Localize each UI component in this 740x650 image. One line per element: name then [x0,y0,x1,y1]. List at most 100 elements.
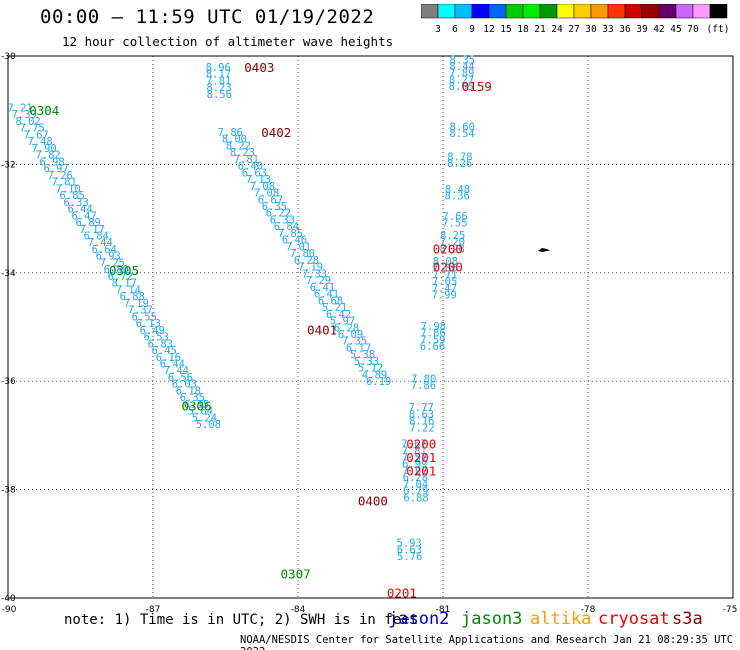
pass-time-label: 0201 [387,586,417,601]
wave-height-value: 6.97 [43,163,68,175]
wave-height-value: 7.71 [432,269,457,281]
lat-tick-label: -36 [1,377,16,387]
wave-height-value: 6.33 [64,197,89,209]
wave-height-value: 4.89 [362,369,387,381]
wave-height-value: 7.04 [403,479,428,491]
wave-height-value: 7.81 [402,445,427,457]
wave-height-value: 8.17 [206,69,231,81]
colorbar-tick-label: 30 [585,24,597,35]
wave-height-value: 6.42 [326,309,351,321]
wave-height-value: 6.47 [72,210,97,222]
wave-height-value: 6.64 [92,244,117,256]
colorbar-tick-label: 3 [435,24,441,35]
wave-height-value: 7.47 [432,283,457,295]
wave-height-value: 8.54 [449,128,474,140]
wave-height-value: 7.44 [88,237,113,249]
wave-height-value: 5.76 [397,551,422,563]
lat-tick-label: -38 [1,486,16,496]
page-title: 00:00 – 11:59 UTC 01/19/2022 [40,6,375,28]
colorbar-tick-label: 18 [517,24,529,35]
wave-height-value: 6.03 [172,379,197,391]
wave-height-value: 7.86 [218,127,243,139]
wave-height-value: 7.77 [409,402,434,414]
wave-height-value: 6.45 [152,345,177,357]
satellite-legend-s3a: s3a [672,609,703,629]
colorbar-tick-label: 27 [568,24,579,35]
wave-height-value: 6.46 [282,235,307,247]
wave-height-colorbar: 3 6 9 12 15 18 21 24 27 30 33 36 39 42 45 70 (ft) [421,4,730,35]
wave-height-value: 8.56 [207,89,232,101]
credit-line: NOAA/NESDIS Center for Satellite Applica… [240,634,734,650]
wave-height-value: 7.44 [164,365,189,377]
wave-height-value: 6.28 [334,322,359,334]
lon-tick-label: -81 [436,605,451,615]
colorbar-tick-label: (ft) [707,24,730,35]
wave-height-value: 6.93 [96,251,121,263]
wave-height-value: 8.23 [206,82,231,94]
wave-height-value: 6.53 [144,332,169,344]
wave-height-value: 7.08 [254,188,279,200]
wave-height-value: 7.25 [100,257,125,269]
wave-height-value: 6.84 [274,221,299,233]
wave-height-value: 7.35 [342,336,367,348]
wave-height-value: 7.22 [409,422,434,434]
wave-height-value: 7.89 [449,68,474,80]
wave-height-value: 6.22 [266,208,291,220]
wave-height-value: 6.67 [258,194,283,206]
wave-height-value: 7.59 [420,334,445,346]
wave-height-value: 6.72 [108,271,133,283]
colorbar-tick-label: 21 [534,24,546,35]
wave-height-value: 8.36 [445,191,470,203]
wave-height-value: 6.28 [294,255,319,267]
colorbar-tick-label: 45 [670,24,681,35]
wave-height-value: 6.35 [262,201,287,213]
wave-height-value: 6.63 [397,544,422,556]
wave-height-value: 7.21 [7,102,32,114]
wave-height-value: 6.40 [238,161,263,173]
wave-height-value: 5.93 [397,538,422,550]
wave-height-value: 7.98 [421,321,446,333]
wave-height-value: 6.35 [184,399,209,411]
wave-height-value: 7.86 [411,380,436,392]
wave-height-value: 7.80 [411,373,436,385]
wave-height-value: 7.67 [23,129,48,141]
wave-height-value: 8.63 [409,409,434,421]
lat-tick-label: -32 [1,160,16,170]
wave-height-value: 6.66 [420,341,445,353]
wave-height-value: 6.33 [270,214,295,226]
wave-height-value: 6.09 [338,329,363,341]
wave-height-value: 6.13 [136,318,161,330]
pass-time-label: 0307 [281,567,311,582]
lon-tick-label: -90 [2,605,17,615]
lat-tick-label: -30 [1,52,16,62]
wave-height-value: 8.25 [440,230,465,242]
wave-height-value: 6.35 [180,392,205,404]
wave-height-value: 7.07 [402,465,427,477]
wave-height-value: 8.48 [445,184,470,196]
wave-height-value: 6.63 [242,167,267,179]
colorbar-tick-label: 9 [469,24,475,35]
wave-height-value: 7.19 [298,262,323,274]
wave-height-value: 7.37 [128,305,153,317]
pass-time-label: 0306 [181,399,211,414]
wave-height-value: 5.08 [196,419,221,431]
map-frame [7,55,734,599]
wave-height-value: 7.33 [302,268,327,280]
lon-tick-label: -78 [581,605,596,615]
wave-height-value: 8.00 [222,134,247,146]
wave-height-value: 7.19 [124,298,149,310]
wave-height-value: 6.18 [176,385,201,397]
wave-height-value: 7.05 [432,276,457,288]
wave-height-value: 6.89 [76,217,101,229]
wave-height-value: 7.80 [290,248,315,260]
wave-height-value: 6.85 [60,190,85,202]
pass-time-label: 0304 [29,103,59,118]
wave-height-value: 7.99 [431,290,456,302]
wave-height-value: 8.27 [449,74,474,86]
wave-height-value: 7.17 [80,224,105,236]
wave-height-value: 7.57 [402,452,427,464]
wave-height-value: 5.97 [330,316,355,328]
page-subtitle: 12 hour collection of altimeter wave hei… [62,34,394,49]
satellite-legend-jason2: jason2 [388,609,450,629]
wave-height-value: 6.84 [84,230,109,242]
